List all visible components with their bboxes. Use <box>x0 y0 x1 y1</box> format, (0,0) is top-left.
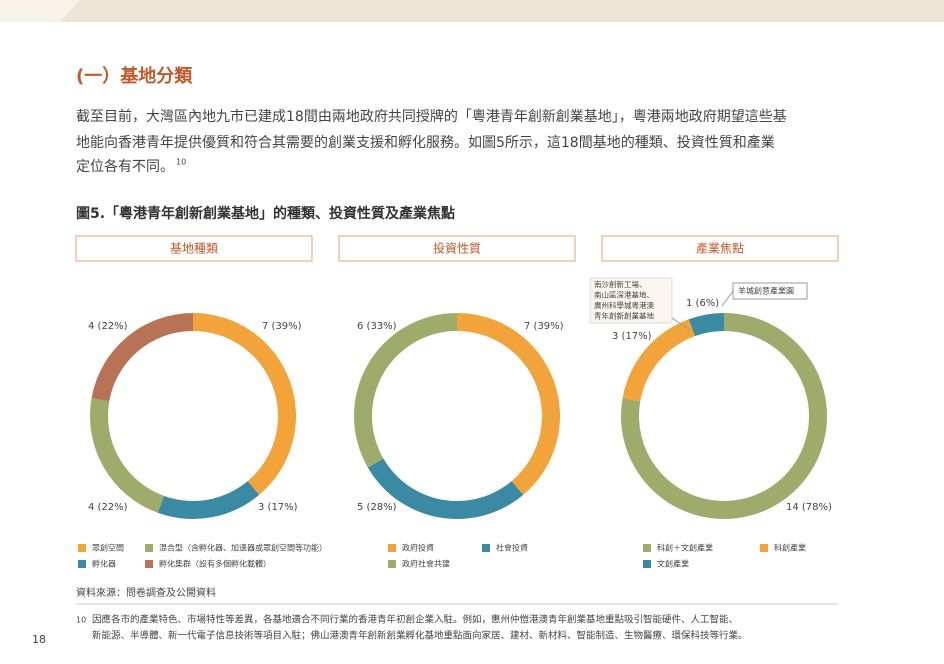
callout-text: 南山區深港基地、 <box>594 290 654 300</box>
legend-swatch <box>388 560 396 568</box>
legend-label: 社會投資 <box>496 543 528 553</box>
panel-header: 基地種類 <box>170 242 218 256</box>
data-label: 7 (39%) <box>262 321 302 332</box>
donut-slice <box>157 481 260 519</box>
source: 資料來源：問卷調查及公開資料 <box>76 586 216 599</box>
legend-swatch <box>643 560 651 568</box>
panel-header-box <box>75 235 313 262</box>
donut-slice <box>688 313 724 337</box>
panel-header: 產業焦點 <box>696 241 744 256</box>
legend-label: 政府社會共建 <box>402 559 450 569</box>
legend-label: 文創產業 <box>657 559 689 569</box>
data-label: 3 (17%) <box>258 502 298 513</box>
legend-label: 科創＋文創產業 <box>657 543 713 553</box>
legend-swatch <box>388 544 396 552</box>
footnote-number: 10 <box>76 616 86 625</box>
data-label: 6 (33%) <box>357 321 397 332</box>
callout-text: 羊城創意產業園 <box>738 286 794 296</box>
data-label: 3 (17%) <box>612 331 652 342</box>
panel-header: 投資性質 <box>433 241 481 256</box>
legend-label: 眾創空間 <box>92 543 124 553</box>
footnote-line: 新能源、半導體、新一代電子信息技術等項目入駐；佛山港澳青年創新創業孵化基地重點面… <box>92 630 748 642</box>
callout-text: 青年創新創業基地 <box>594 311 654 321</box>
legend-swatch <box>760 544 768 552</box>
top-tab <box>0 0 80 22</box>
callout-text: 廣州科學城粵港澳 <box>594 300 654 310</box>
callout-box <box>589 277 673 324</box>
legend-swatch <box>78 560 86 568</box>
data-label: 14 (78%) <box>786 502 832 513</box>
legend-label: 孵化器 <box>92 559 116 569</box>
data-label: 4 (22%) <box>88 321 128 332</box>
callout-line <box>721 290 734 307</box>
donut-slice <box>193 313 297 495</box>
legend-swatch <box>643 544 651 552</box>
top-band <box>0 0 944 22</box>
paragraph-line: 地能向香港青年提供優質和符合其需要的創業支援和孵化服務。如圖5所示，這18間基地… <box>76 134 775 151</box>
legend-swatch <box>145 560 153 568</box>
donut-slice <box>90 398 164 513</box>
data-label: 5 (28%) <box>357 502 397 513</box>
donut-slice <box>367 458 524 520</box>
paragraph-line: 截至目前，大灣區內地九市已建成18間由兩地政府共同授牌的「粵港青年創新創業基地」… <box>76 108 787 125</box>
donut-slice <box>91 313 193 402</box>
paragraph-line: 定位各有不同。 <box>76 159 174 175</box>
data-label: 1 (6%) <box>686 298 719 309</box>
page-number: 18 <box>32 633 46 646</box>
donut-slice <box>457 313 561 495</box>
data-label: 4 (22%) <box>88 502 128 513</box>
figure-title: 圖5.「粵港青年創新創業基地」的種類、投資性質及產業焦點 <box>76 205 455 222</box>
legend-label: 政府投資 <box>402 543 434 553</box>
section-title: (一）基地分類 <box>76 65 193 87</box>
panel-header-box <box>338 235 576 262</box>
legend-swatch <box>145 544 153 552</box>
legend-swatch <box>482 544 490 552</box>
donut-slice <box>353 313 457 468</box>
footnote-ref: 10 <box>176 158 186 167</box>
donut-slice <box>622 319 695 402</box>
legend-label: 孵化集群（設有多個孵化載體） <box>159 559 271 569</box>
footnote-line: 因應各市的產業特色、市場特性等差異，各基地適合不同行業的香港青年初創企業入駐。例… <box>92 614 738 626</box>
callout-text: 南沙創新工場、 <box>594 279 647 289</box>
legend-label: 科創產業 <box>774 543 806 553</box>
callout-line <box>671 317 691 331</box>
data-label: 7 (39%) <box>524 321 564 332</box>
panel-header-box <box>601 235 839 262</box>
legend-label: 混合型（含孵化器、加速器或眾創空間等功能） <box>159 543 327 553</box>
legend-swatch <box>78 544 86 552</box>
